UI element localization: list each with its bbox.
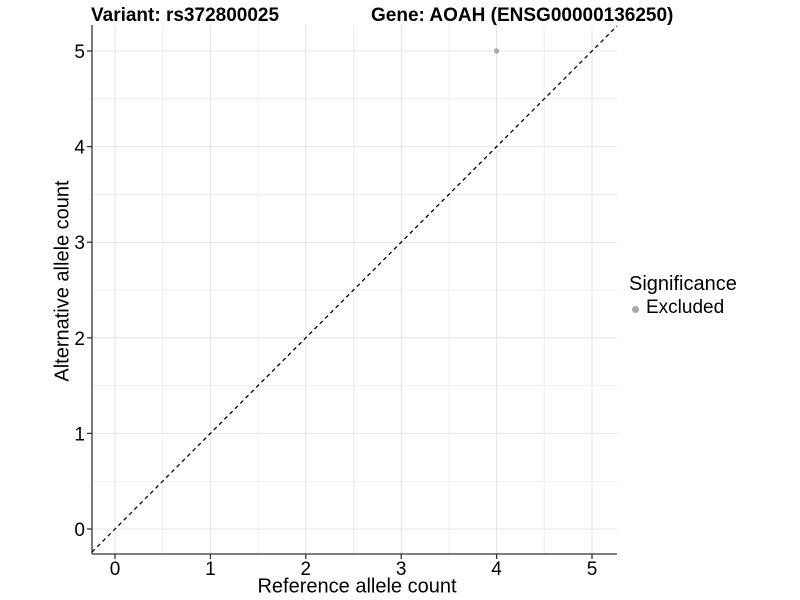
legend: Significance Excluded — [629, 273, 737, 319]
y-tick-label: 2 — [74, 329, 85, 350]
identity-dashed-line — [91, 25, 618, 553]
y-tick-label: 3 — [74, 233, 85, 254]
legend-item-label: Excluded — [646, 297, 725, 318]
x-tick-label: 5 — [587, 559, 598, 580]
x-tick-label: 3 — [396, 559, 407, 580]
legend-point-icon — [632, 305, 639, 313]
y-tick-label: 1 — [74, 424, 85, 445]
x-axis-title: Reference allele count — [257, 575, 457, 598]
data-point — [494, 48, 500, 54]
y-tick-label: 5 — [74, 42, 85, 63]
x-tick-label: 1 — [205, 559, 216, 580]
x-tick-label: 2 — [301, 559, 312, 580]
plot-title-variant: Variant: rs372800025 — [91, 5, 280, 26]
legend-item-excluded: Excluded — [629, 297, 737, 319]
y-tick-label: 4 — [74, 138, 85, 159]
x-tick-label: 0 — [110, 559, 121, 580]
plot-title-gene: Gene: AOAH (ENSG00000136250) — [371, 5, 674, 26]
legend-title: Significance — [629, 273, 737, 295]
x-tick-label: 4 — [491, 559, 502, 580]
y-tick-label: 0 — [74, 520, 85, 541]
